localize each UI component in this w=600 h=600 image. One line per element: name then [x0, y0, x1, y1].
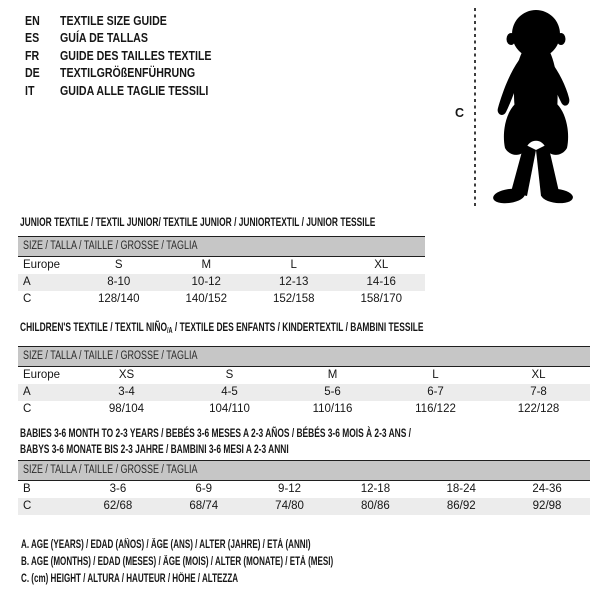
row-label: Europe [23, 259, 61, 271]
language-title: GUIDA ALLE TAGLIE TESSILI [60, 83, 209, 98]
row-label: A [23, 276, 31, 288]
children-size-table: SIZE / TALLA / TAILLE / GRÖSSE / TAGLIA … [18, 346, 590, 418]
language-title: GUIDE DES TAILLES TEXTILE [60, 48, 212, 63]
language-row-it: IT GUIDA ALLE TAGLIE TESSILI [25, 82, 238, 100]
language-title: TEXTILGRÖßENFÜHRUNG [60, 66, 196, 81]
size-cell: 14-16 [366, 276, 396, 288]
table-row-europe: Europe XS S M L XL [18, 367, 590, 384]
size-cell: L [432, 369, 439, 381]
table-row-europe: Europe S M L XL [18, 257, 425, 274]
height-measure-dashed-line [474, 8, 476, 206]
language-title: GUÍA DE TALLAS [60, 31, 148, 46]
junior-size-table: SIZE / TALLA / TAILLE / GRÖSSE / TAGLIA … [18, 236, 425, 308]
size-cell: S [225, 369, 234, 381]
footnotes: A. AGE (YEARS) / EDAD (AÑOS) / ÂGE (ANS)… [21, 537, 467, 588]
size-cell: 122/128 [517, 403, 560, 415]
row-label: A [23, 386, 31, 398]
size-cell: 3-4 [118, 386, 135, 398]
size-cell: 24-36 [532, 483, 562, 495]
size-cell: 158/170 [360, 293, 403, 305]
size-cell: 80/86 [361, 500, 390, 512]
language-code: ES [25, 31, 40, 46]
size-cell: 140/152 [185, 293, 228, 305]
row-label: C [23, 293, 32, 305]
size-cell: 116/122 [415, 403, 456, 415]
language-code: FR [25, 48, 40, 63]
size-cell: 74/80 [275, 500, 304, 512]
babies-section-title: BABIES 3-6 MONTH TO 2-3 YEARS / BEBÉS 3-… [20, 426, 412, 456]
table-row-age: A 8-10 10-12 12-13 14-16 [18, 274, 425, 291]
size-cell: 6-7 [427, 386, 444, 398]
size-cell: S [114, 259, 123, 271]
language-row-de: DE TEXTILGRÖßENFÜHRUNG [25, 65, 238, 83]
footnote-age-months: B. AGE (MONTHS) / EDAD (MESES) / ÂGE (MO… [21, 556, 334, 568]
size-cell: 3-6 [109, 483, 127, 495]
table-row-months: B 3-6 6-9 9-12 12-18 18-24 24-36 [18, 481, 590, 498]
size-cell: 86/92 [446, 500, 476, 512]
size-cell: 152/158 [272, 293, 315, 305]
size-cell: 128/140 [97, 293, 140, 305]
row-label: B [23, 483, 31, 495]
size-cell: M [327, 369, 338, 381]
language-row-en: EN TEXTILE SIZE GUIDE [25, 12, 238, 30]
size-header-bar: SIZE / TALLA / TAILLE / GRÖSSE / TAGLIA [18, 461, 590, 481]
size-cell: 104/110 [209, 403, 250, 415]
footnote-age-years: A. AGE (YEARS) / EDAD (AÑOS) / ÂGE (ANS)… [21, 539, 311, 551]
language-list: EN TEXTILE SIZE GUIDE ES GUÍA DE TALLAS … [25, 12, 238, 100]
table-row-age: A 3-4 4-5 5-6 6-7 7-8 [18, 384, 590, 401]
language-code: IT [25, 83, 35, 98]
size-cell: 12-18 [360, 483, 391, 495]
size-cell: 110/116 [312, 403, 353, 415]
size-cell: M [201, 259, 212, 271]
language-row-fr: FR GUIDE DES TAILLES TEXTILE [25, 47, 238, 65]
language-row-es: ES GUÍA DE TALLAS [25, 30, 238, 48]
size-cell: 8-10 [107, 276, 131, 288]
size-header-bar: SIZE / TALLA / TAILLE / GRÖSSE / TAGLIA [18, 347, 590, 367]
size-cell: 92/98 [532, 500, 562, 512]
junior-section-title: JUNIOR TEXTILE / TEXTIL JUNIOR/ TEXTILE … [20, 215, 376, 229]
size-cell: XL [374, 259, 389, 271]
size-cell: 18-24 [446, 483, 476, 495]
language-code: DE [25, 66, 40, 81]
measure-label-c: C [455, 106, 465, 120]
size-cell: XS [118, 369, 135, 381]
size-header-bar: SIZE / TALLA / TAILLE / GRÖSSE / TAGLIA [18, 237, 425, 257]
size-cell: XL [531, 369, 546, 381]
size-cell: 98/104 [108, 403, 145, 415]
language-code: EN [25, 13, 40, 28]
size-cell: 12-13 [279, 276, 309, 288]
language-title: TEXTILE SIZE GUIDE [60, 13, 167, 28]
size-cell: 62/68 [103, 500, 133, 512]
size-cell: 6-9 [195, 483, 213, 495]
size-cell: L [290, 259, 297, 271]
size-cell: 10-12 [191, 276, 221, 288]
size-cell: 68/74 [189, 500, 219, 512]
nino-a-subscript: /A [166, 326, 173, 335]
footnote-height-cm: C. (cm) HEIGHT / ALTURA / HAUTEUR / HÖHE… [21, 573, 239, 585]
size-cell: 5-6 [324, 386, 341, 398]
baby-silhouette-icon [493, 10, 573, 204]
row-label: C [23, 500, 32, 512]
children-section-title: CHILDREN'S TEXTILE / TEXTIL NIÑO/A / TEX… [20, 320, 424, 336]
size-cell: 9-12 [278, 483, 302, 495]
row-label: C [23, 403, 32, 415]
table-row-height: C 128/140 140/152 152/158 158/170 [18, 291, 425, 308]
size-cell: 4-5 [221, 386, 238, 398]
size-cell: 7-8 [530, 386, 547, 398]
table-row-height: C 62/68 68/74 74/80 80/86 86/92 92/98 [18, 498, 590, 515]
row-label: Europe [23, 369, 61, 381]
table-row-height: C 98/104 104/110 110/116 116/122 122/128 [18, 401, 590, 418]
babies-size-table: SIZE / TALLA / TAILLE / GRÖSSE / TAGLIA … [18, 460, 590, 515]
